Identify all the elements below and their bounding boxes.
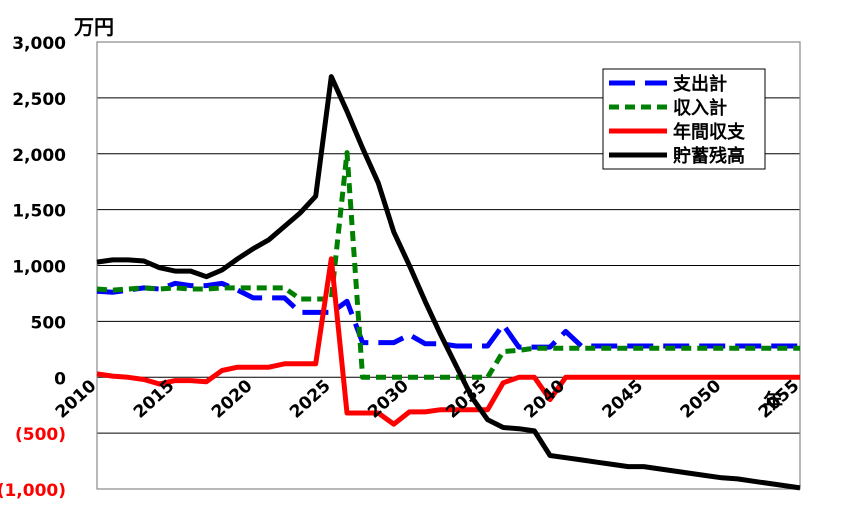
x-tick-label: 2050 <box>677 376 726 423</box>
x-tick-labels: 2010 2015 2020 2025 2030 2035 2040 2045 2050 2055 <box>52 376 804 423</box>
y-tick-label: 3,000 <box>12 34 66 54</box>
y-tick-label: (1,000) <box>0 481 66 501</box>
series-line <box>96 150 800 380</box>
x-tick-label: 2020 <box>208 376 257 423</box>
legend-label: 支出計 <box>672 73 727 95</box>
y-tick-label: 500 <box>31 313 67 333</box>
x-tick-label: 2025 <box>286 376 335 423</box>
legend-label: 貯蓄残高 <box>673 145 745 167</box>
y-tick-label: 1,000 <box>12 258 66 278</box>
y-tick-label: (500) <box>15 425 66 445</box>
y-tick-labels: 3,000 2,500 2,000 1,500 1,000 500 0 (500) (1,000… <box>0 34 66 501</box>
y-tick-label: 1,500 <box>12 202 66 222</box>
legend-box <box>602 68 766 170</box>
y-tick-label: 2,000 <box>12 146 66 166</box>
y-tick-label: 2,500 <box>12 90 66 110</box>
x-tick-label: 2045 <box>599 376 648 423</box>
x-tick-label: 2040 <box>520 376 569 423</box>
series-line <box>96 256 800 427</box>
series-layer <box>96 74 801 491</box>
legend-label: 年間収支 <box>673 121 746 143</box>
plot-frame <box>96 41 801 490</box>
series-line <box>96 280 800 350</box>
y-tick-label: 0 <box>54 369 66 389</box>
legend-label: 収入計 <box>673 97 727 119</box>
x-unit-label: 年 <box>763 389 783 413</box>
series-line <box>96 74 801 491</box>
y-unit-label: 万円 <box>73 15 114 39</box>
